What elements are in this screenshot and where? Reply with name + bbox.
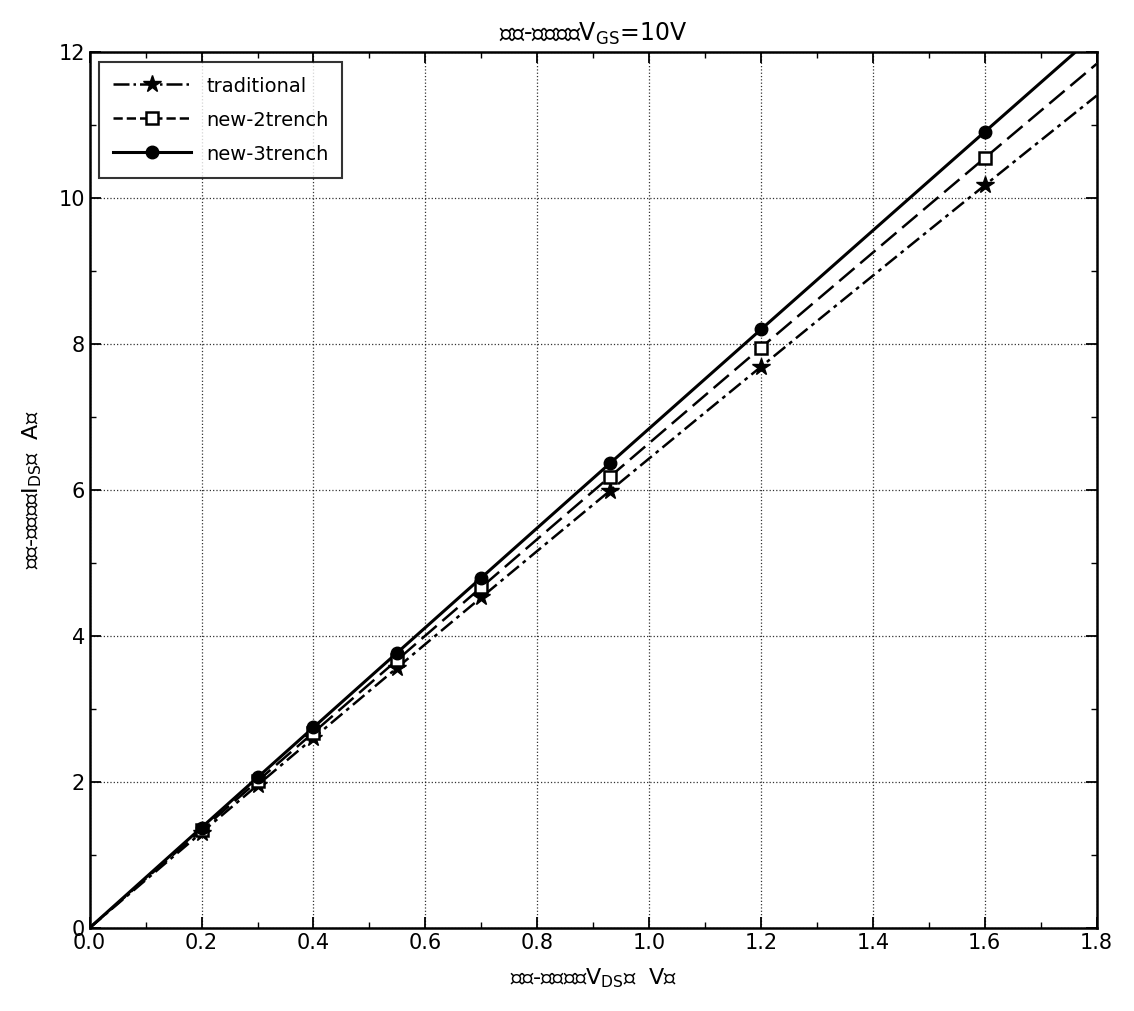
X-axis label: 漏极-源极电压V$_\mathrm{DS}$（  V）: 漏极-源极电压V$_\mathrm{DS}$（ V） [509,967,677,990]
Title: 栅极-源极电压V$_\mathrm{GS}$=10V: 栅极-源极电压V$_\mathrm{GS}$=10V [499,21,687,48]
Legend: traditional, new-2trench, new-3trench: traditional, new-2trench, new-3trench [100,62,342,178]
Y-axis label: 漏极-源极电流I$_\mathrm{DS}$（  A）: 漏极-源极电流I$_\mathrm{DS}$（ A） [20,410,44,569]
